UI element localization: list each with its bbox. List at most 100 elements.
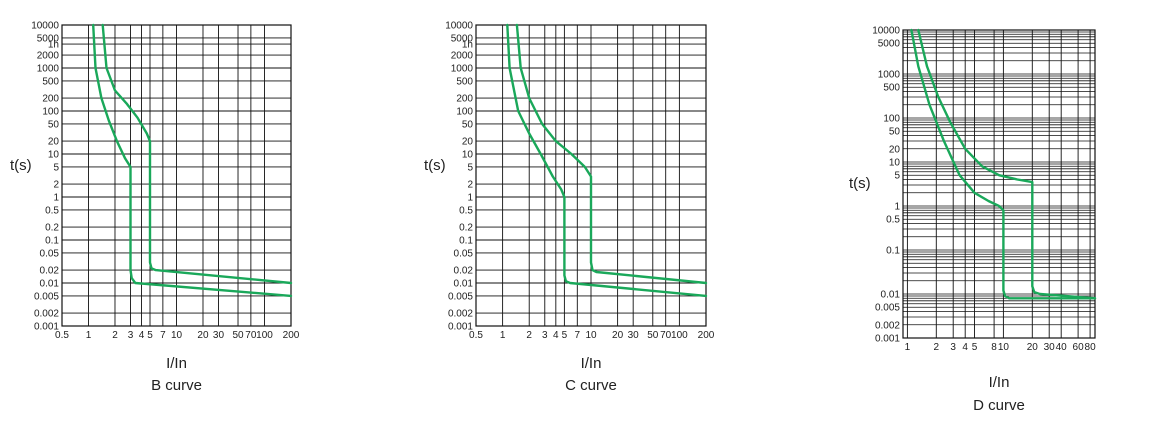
y-tick-label: 500 [42, 76, 59, 87]
x-tick-label: 200 [283, 330, 300, 341]
chart-c-curves [506, 23, 708, 298]
y-tick-label: 0.002 [875, 320, 900, 331]
y-tick-label: 0.05 [40, 248, 60, 259]
y-tick-label: 0.1 [45, 236, 59, 247]
y-tick-label: 0.01 [881, 290, 901, 301]
y-tick-label: 0.2 [459, 223, 473, 234]
x-tick-label: 70 [660, 330, 672, 341]
y-tick-label: 500 [883, 83, 900, 94]
chart-d-y-axis-label: t(s) [849, 175, 871, 192]
y-tick-label: 5 [894, 171, 900, 182]
x-tick-label: 7 [160, 330, 166, 341]
trip-curve-line [506, 23, 708, 298]
x-tick-label: 10 [998, 342, 1010, 353]
y-tick-label: 500 [456, 76, 473, 87]
chart-c: 1000050001h200010005002001005020105210.5… [424, 21, 715, 395]
y-tick-label: 0.005 [448, 291, 473, 302]
x-tick-label: 1 [500, 330, 506, 341]
chart-d: 10000 5000 1000 500 100 50 20 10 5 1 0.5 0.1 0.01 0.0… [849, 26, 1097, 414]
chart-b: 1000050001h200010005002001005020105210.5… [10, 21, 300, 395]
x-tick-label: 80 [1085, 342, 1097, 353]
y-tick-label: 0.001 [34, 322, 59, 333]
x-tick-label: 3 [950, 342, 956, 353]
y-tick-label: 0.002 [448, 309, 473, 320]
x-tick-label: 3 [542, 330, 548, 341]
chart-b-x-ticks: 0.5 1 2 3 4 5 7 10 20 30 50 70 100 200 [55, 330, 300, 341]
y-tick-label: 0.5 [45, 205, 59, 216]
y-tick-label: 0.001 [448, 322, 473, 333]
y-tick-label: 10000 [872, 26, 900, 37]
y-tick-label: 1000 [878, 70, 901, 81]
chart-b-y-axis-label: t(s) [10, 157, 32, 174]
y-tick-label: 50 [48, 119, 60, 130]
y-tick-label: 200 [456, 94, 473, 105]
x-tick-label: 20 [1027, 342, 1039, 353]
x-tick-label: 0.5 [55, 330, 69, 341]
y-tick-label: 1 [53, 193, 59, 204]
y-tick-label: 100 [883, 114, 900, 125]
y-tick-label: 100 [456, 107, 473, 118]
y-tick-label: 5000 [451, 33, 474, 44]
y-tick-label: 50 [462, 119, 474, 130]
y-tick-label: 0.5 [459, 205, 473, 216]
y-tick-label: 1h [462, 40, 473, 51]
y-tick-label: 10000 [31, 21, 59, 32]
trip-curve-line [515, 23, 708, 285]
y-tick-label: 1000 [451, 64, 474, 75]
y-tick-label: 0.001 [875, 334, 900, 345]
y-tick-label: 0.05 [454, 248, 474, 259]
y-tick-label: 100 [42, 107, 59, 118]
y-tick-label: 2000 [37, 51, 60, 62]
x-tick-label: 30 [628, 330, 640, 341]
y-tick-label: 20 [48, 137, 60, 148]
x-tick-label: 70 [245, 330, 257, 341]
y-tick-label: 0.02 [454, 266, 474, 277]
y-tick-label: 10 [462, 150, 474, 161]
x-tick-label: 1 [86, 330, 92, 341]
x-tick-label: 30 [213, 330, 225, 341]
y-tick-label: 1h [48, 40, 59, 51]
y-tick-label: 50 [889, 127, 901, 138]
chart-d-curves [910, 28, 1097, 300]
x-tick-label: 3 [128, 330, 134, 341]
y-tick-label: 5000 [878, 39, 901, 50]
trip-curve-line [91, 23, 293, 298]
y-tick-label: 0.005 [34, 291, 59, 302]
chart-d-title: D curve [973, 397, 1025, 414]
chart-b-frame [61, 24, 292, 327]
x-tick-label: 50 [232, 330, 244, 341]
y-tick-label: 1 [467, 193, 473, 204]
y-tick-label: 1000 [37, 64, 60, 75]
y-tick-label: 0.2 [45, 223, 59, 234]
y-tick-label: 20 [462, 137, 474, 148]
x-tick-label: 2 [934, 342, 940, 353]
chart-b-curves [91, 23, 293, 298]
x-tick-label: 100 [256, 330, 273, 341]
y-tick-label: 2 [53, 180, 59, 191]
x-tick-label: 40 [1056, 342, 1068, 353]
y-tick-label: 10 [889, 158, 901, 169]
chart-b-title: B curve [151, 377, 202, 394]
x-tick-label: 1 [905, 342, 911, 353]
trip-curve-line [101, 23, 293, 285]
y-tick-label: 10 [48, 150, 60, 161]
y-tick-label: 200 [42, 94, 59, 105]
x-tick-label: 5 [562, 330, 568, 341]
y-tick-label: 0.005 [875, 303, 900, 314]
x-tick-label: 7 [575, 330, 581, 341]
chart-c-x-ticks: 0.5 1 2 3 4 5 7 10 20 30 50 70 100 200 [469, 330, 715, 341]
y-tick-label: 20 [889, 144, 901, 155]
x-tick-label: 30 [1044, 342, 1056, 353]
y-tick-label: 0.1 [886, 246, 900, 257]
chart-c-frame [475, 24, 707, 327]
x-tick-label: 4 [139, 330, 145, 341]
y-tick-label: 10000 [445, 21, 473, 32]
x-tick-label: 5 [972, 342, 978, 353]
x-tick-label: 8 [991, 342, 997, 353]
y-tick-label: 2 [467, 180, 473, 191]
x-tick-label: 4 [553, 330, 559, 341]
chart-c-y-axis-label: t(s) [424, 157, 446, 174]
x-tick-label: 60 [1073, 342, 1085, 353]
